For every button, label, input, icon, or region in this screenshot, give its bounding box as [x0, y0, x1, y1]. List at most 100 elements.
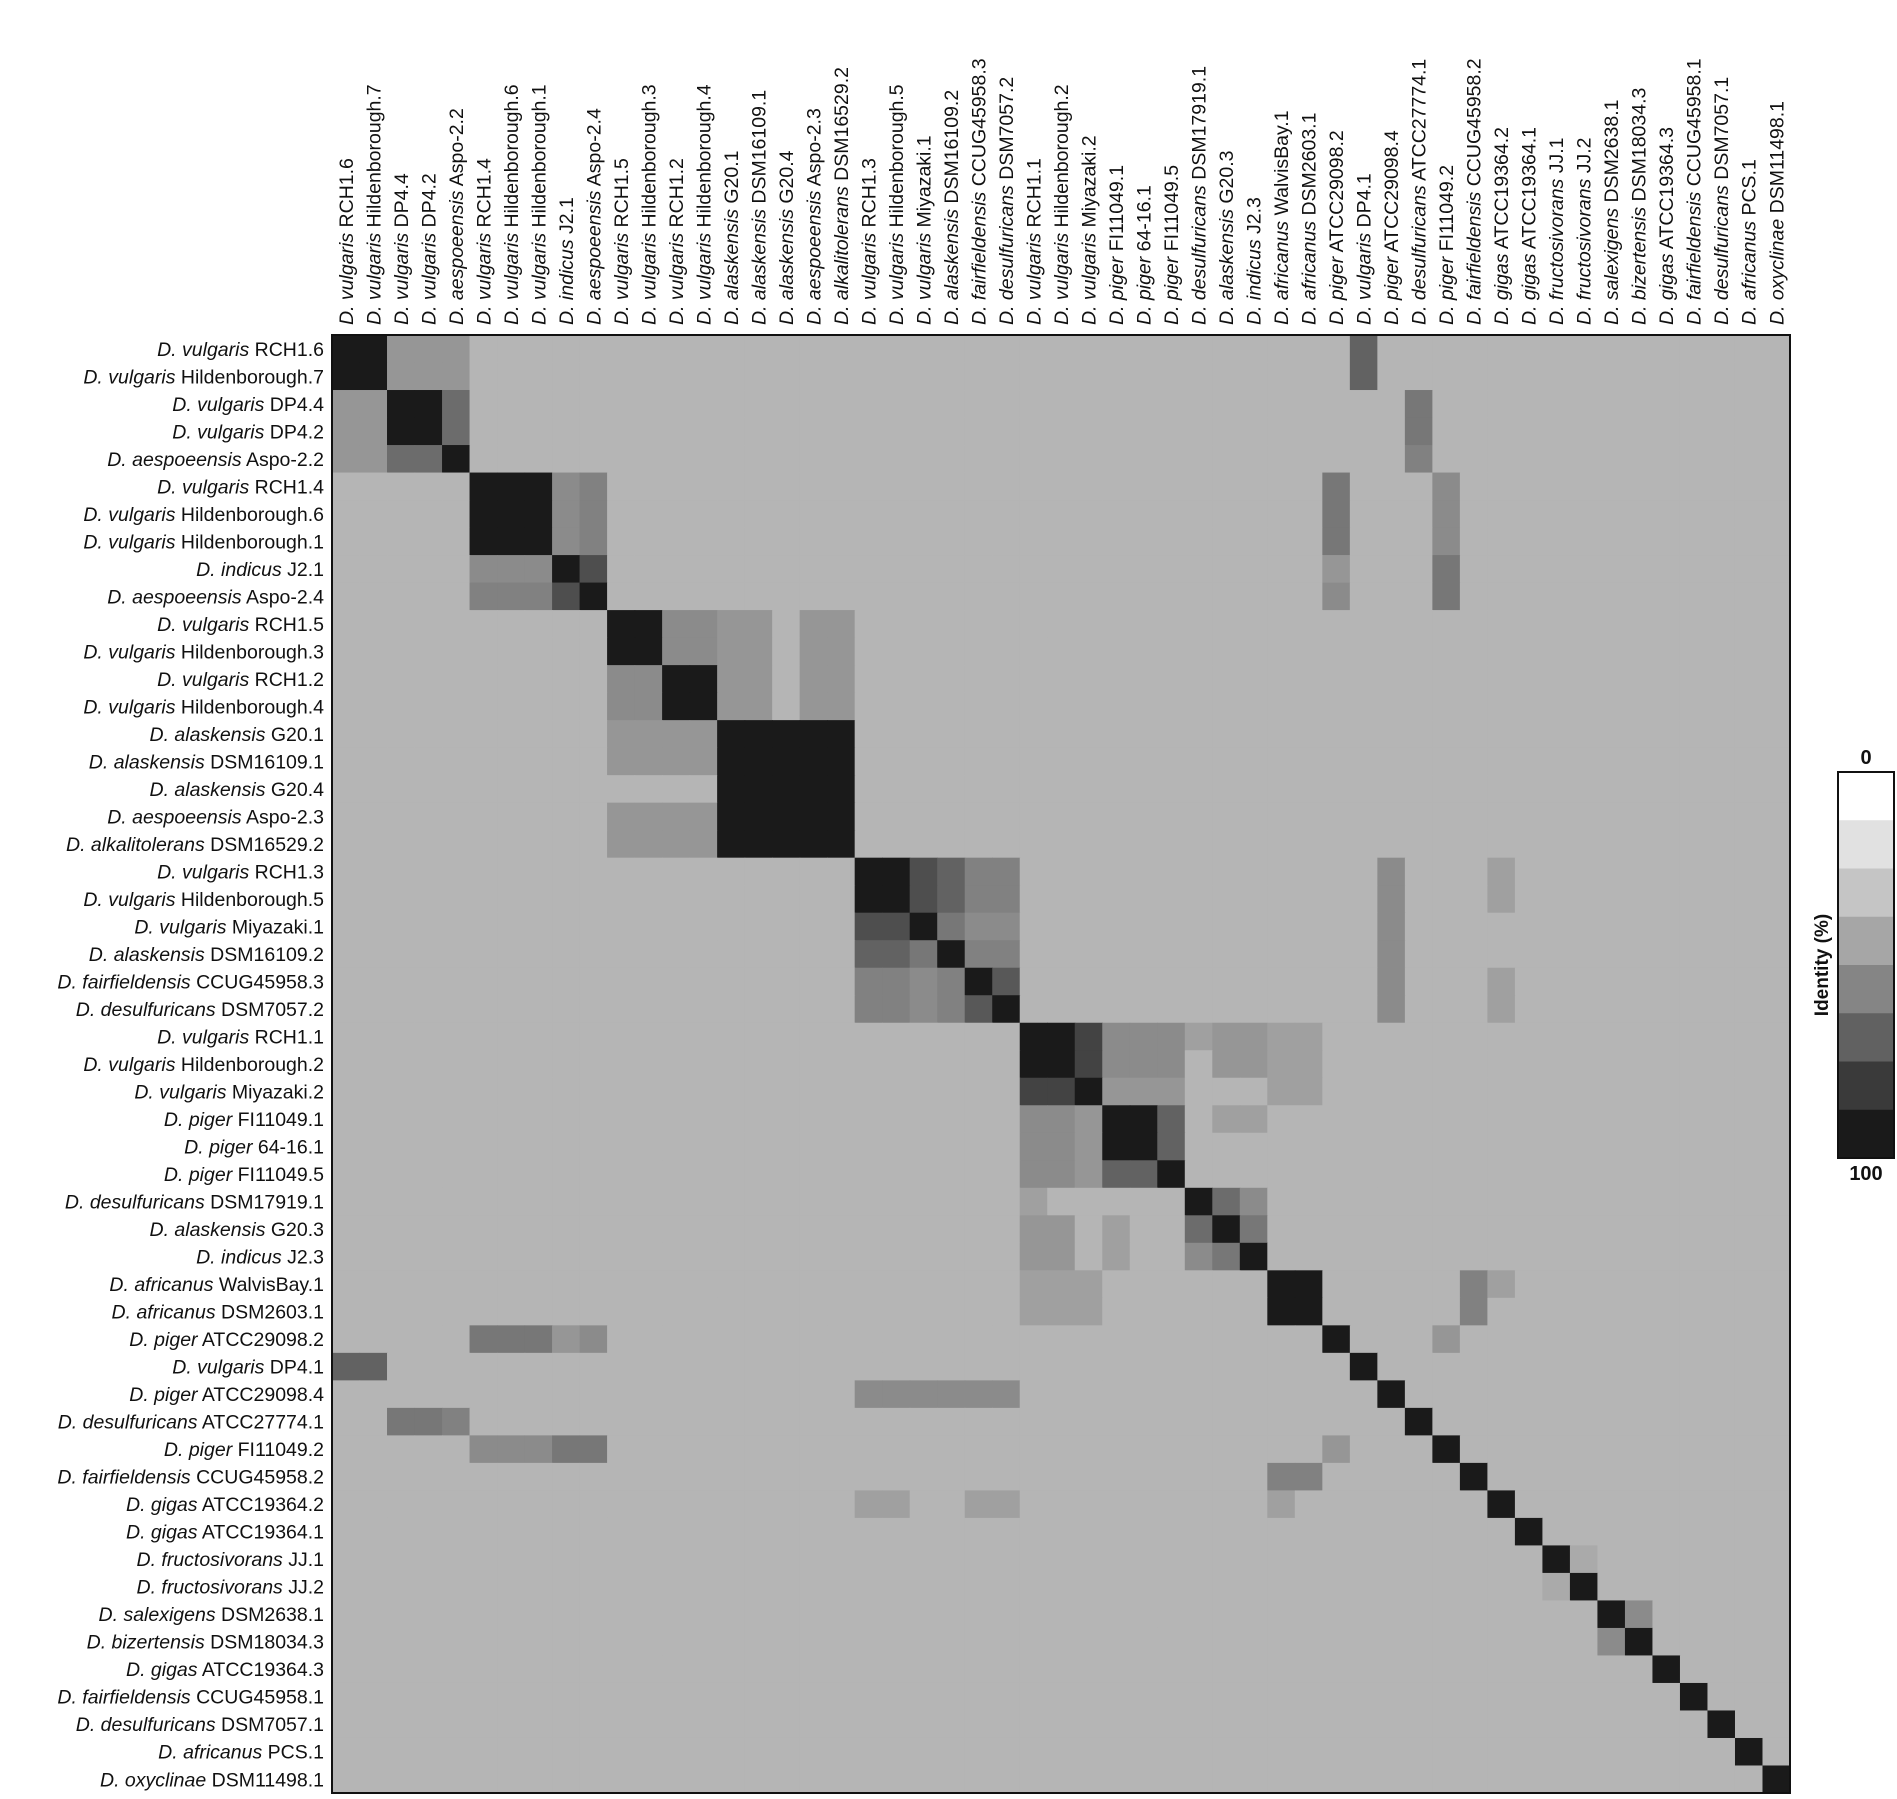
- heatmap-cell: [772, 1462, 801, 1491]
- heatmap-cell: [1294, 857, 1323, 886]
- heatmap-cell: [1102, 1627, 1131, 1657]
- heatmap-cell: [1432, 527, 1461, 556]
- heatmap-cell: [442, 692, 471, 721]
- heatmap-cell: [964, 362, 993, 391]
- heatmap-cell: [1624, 830, 1654, 859]
- heatmap-cell: [524, 1187, 553, 1216]
- heatmap-cell: [1157, 1215, 1186, 1244]
- row-label: D. piger FI11049.2: [164, 1439, 324, 1461]
- heatmap-cell: [1679, 775, 1709, 804]
- heatmap-cell: [827, 1490, 856, 1519]
- heatmap-cell: [524, 362, 553, 391]
- heatmap-cell: [1377, 472, 1406, 501]
- row-label: D. desulfuricans DSM7057.1: [76, 1714, 324, 1736]
- heatmap-cell: [992, 362, 1021, 391]
- heatmap-cell: [882, 1462, 911, 1491]
- heatmap-cell: [1542, 1765, 1571, 1794]
- heatmap-cell: [1597, 1765, 1626, 1794]
- heatmap-cell: [552, 1655, 581, 1684]
- heatmap-cell: [552, 775, 581, 804]
- heatmap-cell: [744, 1490, 773, 1519]
- heatmap-cell: [1267, 995, 1296, 1024]
- heatmap-cell: [1212, 1270, 1241, 1299]
- heatmap-cell: [607, 582, 636, 611]
- heatmap-cell: [1377, 1572, 1406, 1602]
- heatmap-cell: [552, 1765, 581, 1794]
- heatmap-cell: [1239, 637, 1268, 666]
- heatmap-cell: [1652, 1462, 1681, 1491]
- heatmap-cell: [854, 857, 883, 886]
- heatmap-cell: [442, 1380, 471, 1409]
- heatmap-cell: [1404, 1160, 1433, 1189]
- heatmap-cell: [772, 1765, 801, 1794]
- heatmap-cell: [1322, 1242, 1351, 1271]
- heatmap-cell: [1074, 1737, 1103, 1767]
- heatmap-cell: [1184, 1737, 1213, 1767]
- heatmap-cell: [744, 1160, 773, 1189]
- heatmap-cell: [1184, 1462, 1213, 1491]
- heatmap-cell: [469, 775, 498, 804]
- heatmap-cell: [332, 1655, 361, 1684]
- row-label: D. alaskensis G20.3: [149, 1219, 324, 1241]
- heatmap-cell: [1569, 610, 1599, 639]
- heatmap-cell: [1542, 1050, 1571, 1079]
- heatmap-cell: [1542, 1517, 1571, 1547]
- heatmap-cell: [524, 1022, 553, 1051]
- heatmap-cell: [909, 1462, 938, 1491]
- heatmap-cell: [1184, 830, 1213, 859]
- heatmap-cell: [744, 830, 773, 859]
- heatmap-cell: [1239, 582, 1268, 611]
- heatmap-cell: [1734, 1490, 1764, 1519]
- heatmap-cell: [497, 830, 526, 859]
- heatmap-cell: [799, 1132, 828, 1161]
- heatmap-cell: [772, 692, 801, 721]
- heatmap-cell: [992, 912, 1021, 941]
- heatmap-cell: [1432, 747, 1461, 776]
- heatmap-cell: [1157, 940, 1186, 969]
- heatmap-cell: [1707, 857, 1736, 886]
- heatmap-cell: [992, 1132, 1021, 1161]
- heatmap-cell: [1349, 1682, 1378, 1712]
- heatmap-cell: [1459, 1270, 1488, 1299]
- heatmap-cell: [1184, 1627, 1213, 1657]
- heatmap-cell: [1212, 610, 1241, 639]
- heatmap-cell: [607, 857, 636, 886]
- heatmap-cell: [1652, 1435, 1681, 1464]
- heatmap-cell: [1294, 1710, 1323, 1739]
- heatmap-cell: [937, 830, 966, 859]
- heatmap-cell: [1707, 1407, 1736, 1436]
- heatmap-cell: [1047, 775, 1076, 804]
- heatmap-cell: [1652, 1655, 1681, 1684]
- heatmap-cell: [469, 500, 498, 529]
- heatmap-cell: [1267, 1077, 1296, 1106]
- heatmap-cell: [414, 1132, 443, 1161]
- heatmap-cell: [1487, 692, 1516, 721]
- heatmap-cell: [1102, 692, 1131, 721]
- heatmap-cell: [1679, 1545, 1709, 1574]
- heatmap-cell: [359, 1352, 388, 1381]
- heatmap-cell: [1157, 857, 1186, 886]
- heatmap-cell: [772, 637, 801, 666]
- heatmap-cell: [717, 940, 746, 969]
- heatmap-cell: [1542, 912, 1571, 941]
- heatmap-cell: [1569, 1655, 1599, 1684]
- heatmap-cell: [1102, 390, 1131, 419]
- heatmap-cell: [662, 555, 691, 584]
- heatmap-cell: [1487, 1545, 1516, 1574]
- heatmap-cell: [1267, 857, 1296, 886]
- row-labels: D. vulgaris RCH1.6D. vulgaris Hildenboro…: [57, 339, 324, 1792]
- heatmap-cell: [1267, 362, 1296, 391]
- heatmap-cell: [414, 1765, 443, 1794]
- heatmap-cell: [469, 830, 498, 859]
- heatmap-cell: [1294, 1380, 1323, 1409]
- heatmap-cell: [882, 1105, 911, 1134]
- heatmap-cell: [1762, 1105, 1791, 1134]
- heatmap-cell: [992, 1187, 1021, 1216]
- heatmap-cell: [414, 1105, 443, 1134]
- heatmap-cell: [827, 747, 856, 776]
- heatmap-cell: [882, 1545, 911, 1574]
- heatmap-cell: [827, 610, 856, 639]
- heatmap-cell: [524, 912, 553, 941]
- heatmap-cell: [1542, 362, 1571, 391]
- heatmap-cell: [442, 1297, 471, 1326]
